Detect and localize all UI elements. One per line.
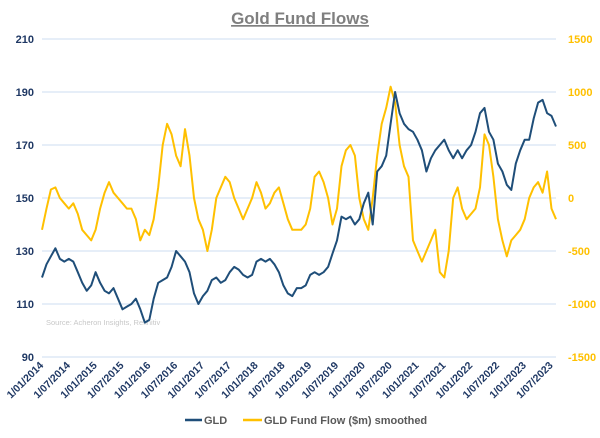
right-tick-label: 1500 [568,34,592,46]
right-tick-label: -500 [568,246,590,258]
series-line-gld [41,91,557,324]
right-tick-label: 1000 [568,87,592,99]
right-axis-ticks: -1500 -1000 -500 0 500 1000 1500 [568,34,596,364]
left-tick-label: 90 [22,352,34,364]
legend-label-flow: GLD Fund Flow ($m) smoothed [264,415,427,427]
gridlines [42,38,556,358]
right-tick-label: 0 [568,193,574,205]
legend-label-gld: GLD [204,415,227,427]
x-axis-ticks: 1/01/20141/07/20141/01/20151/07/20151/01… [5,360,556,402]
chart-title: Gold Fund Flows [231,9,369,28]
left-tick-label: 130 [16,246,34,258]
left-tick-label: 190 [16,87,34,99]
legend: GLD GLD Fund Flow ($m) smoothed [185,415,427,427]
left-tick-label: 110 [16,299,34,311]
left-tick-label: 170 [16,140,34,152]
series-lines [41,85,557,324]
left-axis-ticks: 90 110 130 150 170 190 210 [16,34,34,364]
right-tick-label: 500 [568,140,586,152]
series-line-fund-flow [41,85,557,279]
source-note: Source: Acheron Insights, Refinitiv [46,318,160,327]
left-tick-label: 210 [16,34,34,46]
right-tick-label: -1500 [568,352,596,364]
right-tick-label: -1000 [568,299,596,311]
left-tick-label: 150 [16,193,34,205]
